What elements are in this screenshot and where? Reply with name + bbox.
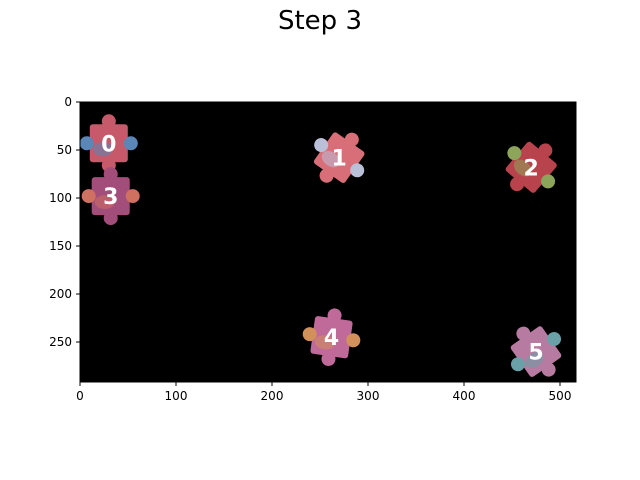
piece-label: 0 xyxy=(101,132,116,157)
piece-tab xyxy=(346,333,361,348)
piece-tab xyxy=(314,138,329,153)
piece-tab xyxy=(103,167,118,182)
puzzle-piece-3[interactable] xyxy=(81,167,140,226)
y-tick-label: 50 xyxy=(57,143,72,157)
puzzle-piece-2[interactable] xyxy=(490,126,572,208)
x-tick-label: 300 xyxy=(357,389,380,403)
piece-tab xyxy=(538,143,553,158)
x-tick-label: 0 xyxy=(76,389,84,403)
y-tick-label: 150 xyxy=(49,239,72,253)
x-tick-label: 100 xyxy=(165,389,188,403)
piece-tab xyxy=(541,174,556,189)
piece-tab xyxy=(344,132,359,147)
pieces-layer: 0 1 2 3 4 5 xyxy=(79,114,577,392)
piece-tab xyxy=(510,177,525,192)
piece-pattern xyxy=(94,195,115,210)
piece-tab xyxy=(101,114,116,129)
plot-frame xyxy=(79,101,577,383)
x-tick-label: 200 xyxy=(261,389,284,403)
y-tick-label: 100 xyxy=(49,191,72,205)
piece-label: 2 xyxy=(524,156,539,181)
piece-tab xyxy=(103,211,118,226)
piece-label: 1 xyxy=(332,147,347,172)
piece-tab xyxy=(510,357,525,372)
piece-tab xyxy=(541,362,556,377)
piece-pattern xyxy=(321,151,340,168)
piece-tab xyxy=(350,163,365,178)
y-tick-label: 0 xyxy=(64,95,72,109)
piece-tab xyxy=(547,331,562,346)
piece-tab xyxy=(319,168,334,183)
piece-label: 5 xyxy=(528,341,543,366)
piece-tab xyxy=(516,326,531,341)
x-axis: 0 100 200 300 400 500 xyxy=(76,382,571,403)
y-tick-label: 250 xyxy=(49,335,72,349)
figure-title: Step 3 xyxy=(277,6,362,36)
piece-tab xyxy=(321,351,336,366)
piece-tab xyxy=(125,189,140,204)
puzzle-piece-1[interactable] xyxy=(299,117,380,198)
y-axis: 0 50 100 150 200 250 xyxy=(49,95,80,349)
piece-pattern xyxy=(513,159,532,177)
piece-label: 3 xyxy=(103,185,118,210)
piece-tab xyxy=(327,308,342,323)
piece-pattern xyxy=(525,351,544,369)
piece-tab xyxy=(123,136,138,151)
piece-tab xyxy=(81,189,96,204)
piece-tab xyxy=(302,327,317,342)
piece-pattern xyxy=(92,142,113,157)
puzzle-piece-5[interactable] xyxy=(496,311,577,392)
x-tick-label: 400 xyxy=(453,389,476,403)
y-tick-label: 200 xyxy=(49,287,72,301)
piece-pattern xyxy=(314,335,335,350)
piece-tab xyxy=(79,136,94,151)
piece-label: 4 xyxy=(324,326,339,351)
puzzle-piece-4[interactable] xyxy=(299,304,365,370)
piece-tab xyxy=(507,146,522,161)
x-tick-label: 500 xyxy=(549,389,572,403)
